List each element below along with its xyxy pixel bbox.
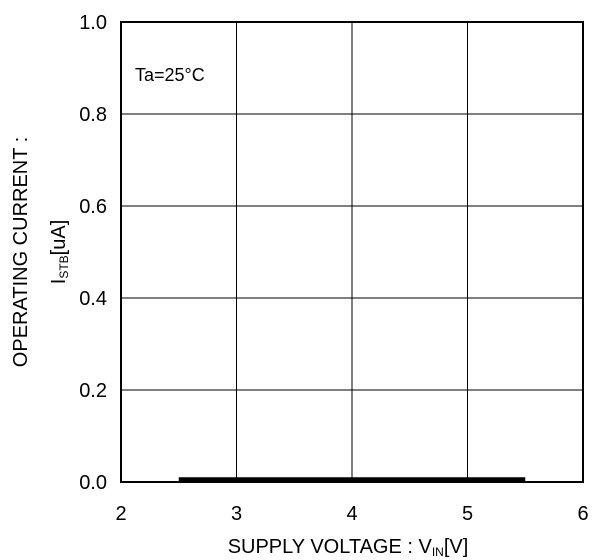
- grid: [121, 22, 583, 482]
- y-tick-label: 0.0: [79, 472, 107, 494]
- x-axis-label: SUPPLY VOLTAGE : VIN[V]: [228, 536, 469, 559]
- x-tick-label: 6: [577, 503, 588, 525]
- y-axis-label-unit: [uA]: [48, 220, 70, 256]
- x-axis-label-main: SUPPLY VOLTAGE : V: [228, 536, 433, 558]
- x-tick-label: 4: [346, 503, 357, 525]
- x-tick-label: 5: [462, 503, 473, 525]
- x-tick-label: 2: [115, 503, 126, 525]
- annotation-temperature: Ta=25°C: [135, 65, 205, 85]
- y-axis-label-line2: ISTB[uA]: [48, 220, 71, 284]
- x-axis-label-unit: [V]: [444, 536, 468, 558]
- y-axis-label-line1: OPERATING CURRENT :: [10, 137, 32, 367]
- y-tick-label: 1.0: [79, 12, 107, 34]
- y-tick-label: 0.4: [79, 288, 107, 310]
- y-tick-label: 0.6: [79, 196, 107, 218]
- y-tick-label: 0.8: [79, 104, 107, 126]
- x-axis-label-subscript: IN: [432, 545, 444, 559]
- y-axis-label-main: I: [48, 279, 70, 285]
- tick-labels: 2 3 4 5 6 0.0 0.2 0.4 0.6 0.8 1.0: [79, 12, 588, 525]
- y-axis-label-subscript: STB: [57, 255, 71, 278]
- x-tick-label: 3: [231, 503, 242, 525]
- y-tick-label: 0.2: [79, 380, 107, 402]
